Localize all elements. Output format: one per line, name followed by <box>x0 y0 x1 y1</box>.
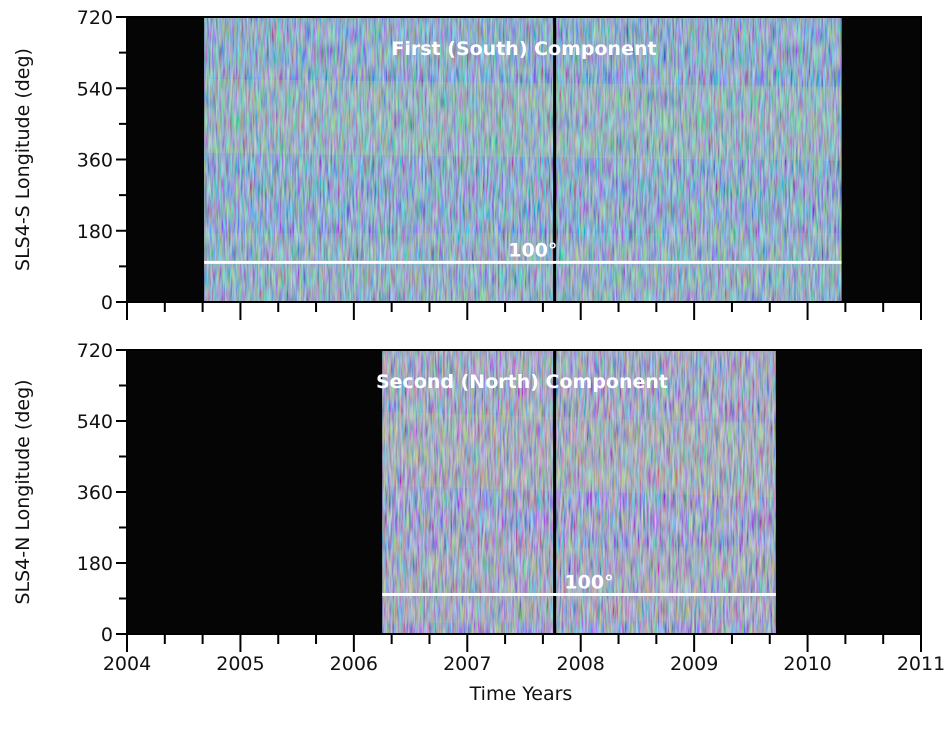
y-tick-label: 540 <box>77 78 113 100</box>
data-gap <box>553 350 557 634</box>
x-tick-label: 2004 <box>103 653 151 675</box>
intensity-band <box>204 17 842 78</box>
intensity-band <box>382 411 776 498</box>
intensity-band <box>204 233 842 302</box>
x-tick-label: 2007 <box>443 653 491 675</box>
y-axis-title: SLS4-N Longitude (deg) <box>12 379 34 604</box>
y-tick-label: 720 <box>77 340 113 362</box>
x-tick-label: 2011 <box>897 653 945 675</box>
data-region <box>382 350 776 634</box>
x-axis-title: Time Years <box>469 683 573 705</box>
y-tick-label: 720 <box>77 7 113 29</box>
speckle-texture <box>382 350 776 634</box>
south-component-panel: 100° First (South) Component 0 180 360 540 720… <box>12 7 922 320</box>
y-tick-label: 360 <box>77 150 113 172</box>
north-component-panel: 100° Second (North) Component 0 180 360 540 72… <box>12 340 922 652</box>
x-tick-label: 2006 <box>330 653 378 675</box>
intensity-band <box>382 350 776 419</box>
x-tick-label: 2008 <box>557 653 605 675</box>
x-tick-label: 2005 <box>216 653 264 675</box>
reference-line-label: 100° <box>508 239 557 261</box>
data-gap <box>553 17 557 302</box>
panel-title: First (South) Component <box>391 38 656 60</box>
intensity-band <box>204 146 842 237</box>
y-tick-label: 0 <box>101 624 113 646</box>
x-tick-label: 2009 <box>670 653 718 675</box>
y-tick-label: 360 <box>77 482 113 504</box>
y-axis-title: SLS4-S Longitude (deg) <box>12 48 34 271</box>
intensity-band <box>382 545 776 624</box>
intensity-band <box>204 78 842 161</box>
y-tick-label: 180 <box>77 553 113 575</box>
y-tick-label: 180 <box>77 221 113 243</box>
panel-title: Second (North) Component <box>376 371 668 393</box>
reference-line-label: 100° <box>564 572 613 594</box>
x-tick-label: 2010 <box>783 653 831 675</box>
data-region <box>204 17 842 302</box>
speckle-texture <box>204 17 842 302</box>
y-tick-label: 0 <box>101 292 113 314</box>
y-tick-label: 540 <box>77 411 113 433</box>
